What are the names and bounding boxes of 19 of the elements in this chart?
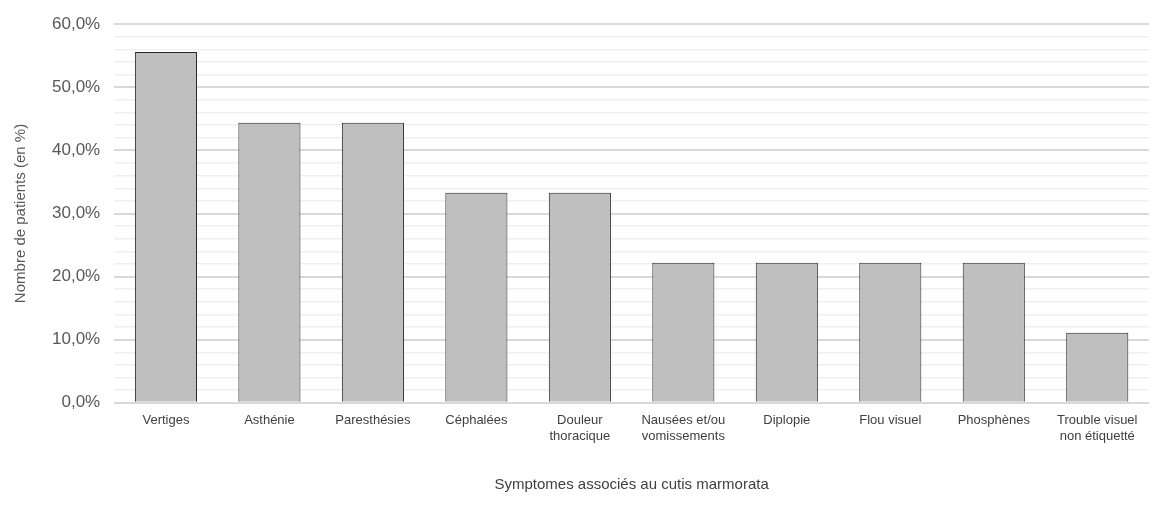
y-tick-label: 40,0% bbox=[52, 140, 101, 160]
y-tick-label: 10,0% bbox=[52, 329, 101, 349]
x-tick-label: Vertiges bbox=[142, 412, 190, 428]
x-tick-label: Nausées et/ou vomissements bbox=[641, 412, 726, 443]
y-tick-label: 0,0% bbox=[61, 392, 101, 412]
x-tick-label: Trouble visuel non étiquetté bbox=[1057, 412, 1138, 443]
x-tick-label: Céphalées bbox=[445, 412, 508, 428]
x-tick-label: Paresthésies bbox=[335, 412, 411, 428]
x-tick-label: Flou visuel bbox=[859, 412, 922, 428]
x-tick-label: Douleur thoracique bbox=[549, 412, 611, 443]
x-axis-title: Symptomes associés au cutis marmorata bbox=[494, 475, 770, 493]
x-tick-label: Asthénie bbox=[244, 412, 295, 428]
y-tick-label: 20,0% bbox=[52, 266, 101, 286]
y-tick-label: 60,0% bbox=[52, 13, 101, 33]
x-tick-label: Phosphènes bbox=[957, 412, 1031, 428]
y-tick-label: 50,0% bbox=[52, 76, 101, 96]
x-tick-label: Diplopie bbox=[763, 412, 811, 428]
y-axis-title: Nombre de patients (en %) bbox=[11, 123, 29, 304]
y-tick-label: 30,0% bbox=[52, 203, 101, 223]
